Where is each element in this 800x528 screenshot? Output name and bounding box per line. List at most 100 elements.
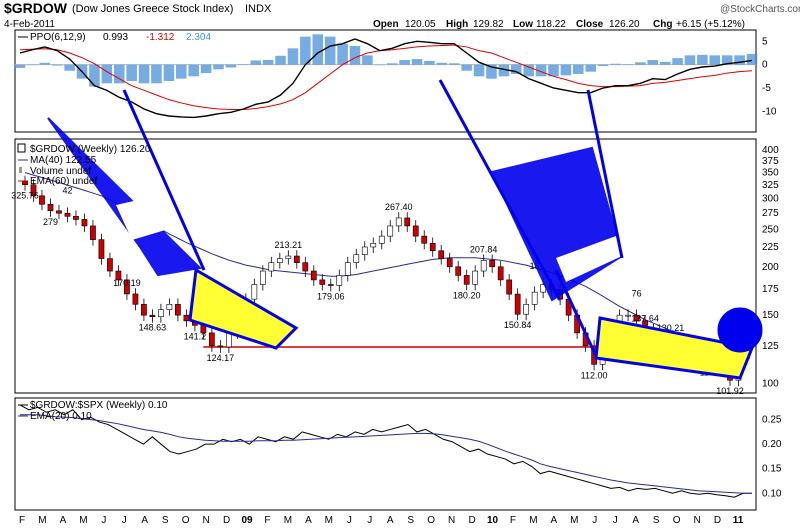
x-axis-month-label: O xyxy=(182,515,190,526)
histogram-bar xyxy=(548,64,559,77)
candle-body xyxy=(209,332,215,347)
histogram-bar xyxy=(448,63,460,65)
price-axis-tick-label: 200 xyxy=(762,262,779,273)
channel-1-gap xyxy=(116,195,172,240)
ratio-axis-tick-label: 0.25 xyxy=(762,415,782,426)
x-axis-month-label: M xyxy=(284,515,292,526)
price-axis-tick-label: 100 xyxy=(762,378,779,389)
trendline-3 xyxy=(586,89,624,259)
candle-body xyxy=(302,262,309,272)
watermark: @StockCharts.com xyxy=(720,4,800,15)
histogram-bar xyxy=(746,53,758,65)
candle-body xyxy=(30,184,37,197)
candle-body xyxy=(158,309,164,318)
change-value: +6.15 (+5.12%) xyxy=(676,19,745,30)
histogram-bar xyxy=(27,64,38,66)
histogram-bar xyxy=(200,64,212,74)
ratio-ema-line xyxy=(20,414,752,494)
x-axis-month-label: 10 xyxy=(487,515,499,526)
candle-body xyxy=(523,304,530,315)
price-label: 325.76 xyxy=(11,191,39,201)
histogram-bar xyxy=(386,63,398,65)
histogram-bar xyxy=(597,64,609,67)
histogram-bar xyxy=(287,48,299,65)
candle-body xyxy=(124,279,130,295)
price-label: 207.84 xyxy=(470,244,498,254)
histogram-bar xyxy=(113,64,125,84)
histogram-bar xyxy=(250,60,262,65)
x-axis-month-label: N xyxy=(693,515,700,526)
price-label: 148.63 xyxy=(139,323,167,333)
candle-body xyxy=(175,304,181,316)
candle-body xyxy=(293,255,300,263)
close-label: Close xyxy=(576,19,604,30)
ma-legend-label: MA(40) 122.55 xyxy=(30,155,97,166)
price-axis-tick-label: 300 xyxy=(762,194,779,205)
histogram-bar xyxy=(399,60,410,65)
histogram-bar xyxy=(337,43,348,65)
histogram-bar xyxy=(39,62,51,65)
price-label: 213.21 xyxy=(275,240,303,250)
x-axis-month-label: S xyxy=(653,515,660,526)
histogram-bar xyxy=(188,64,199,77)
price-label: 279 xyxy=(43,217,58,227)
chart-date: 4-Feb-2011 xyxy=(4,19,55,30)
high-label: High xyxy=(446,19,468,30)
histogram-bar xyxy=(126,64,137,81)
histogram-bar xyxy=(523,64,534,77)
volume-legend-swatch xyxy=(19,167,22,173)
candle-body xyxy=(107,258,113,272)
histogram-bar xyxy=(151,64,162,84)
x-axis-month-label: J xyxy=(122,515,127,526)
histogram-bar xyxy=(622,64,634,65)
histogram-bar xyxy=(510,64,522,74)
histogram-bar xyxy=(486,64,497,79)
histogram-bar xyxy=(138,64,150,84)
price-axis-tick-label: 150 xyxy=(762,310,779,321)
change-label: Chg xyxy=(653,19,672,30)
high-value: 129.82 xyxy=(473,19,504,30)
candle-body xyxy=(531,291,538,305)
candle-body xyxy=(387,225,394,237)
downtrend-channel-1 xyxy=(47,117,203,277)
histogram-bar xyxy=(734,55,745,65)
candle-body xyxy=(90,225,96,240)
candle-body xyxy=(353,254,360,263)
histogram-bar xyxy=(535,64,547,77)
price-axis-tick-label: 275 xyxy=(762,208,779,219)
candle-body xyxy=(438,250,445,259)
candle-body xyxy=(39,195,45,205)
histogram-bar xyxy=(51,64,63,66)
candle-body xyxy=(47,203,54,212)
consolidation-box-2 xyxy=(594,316,755,380)
ppo-legend-label: PPO(6,12,9) xyxy=(30,32,86,43)
histogram-bar xyxy=(225,64,237,68)
candle-body xyxy=(141,304,147,316)
histogram-bar xyxy=(14,64,26,68)
indicator-panel-frame xyxy=(14,29,757,133)
candle-body xyxy=(327,284,334,286)
histogram-bar xyxy=(101,64,113,84)
x-axis-month-label: A xyxy=(632,515,639,526)
x-axis-month-label: J xyxy=(101,515,106,526)
histogram-bar xyxy=(461,64,472,71)
ratio-axis-tick-label: 0.20 xyxy=(762,439,782,450)
ratio-legend: $GRDOW:$SPX (Weekly) 0.10 EMA(20) 0.10 xyxy=(18,400,168,422)
x-axis-month-label: A xyxy=(305,515,312,526)
candle-body xyxy=(412,225,419,237)
ratio-panel-frame xyxy=(14,397,757,511)
breakout-circle xyxy=(717,307,763,353)
x-axis-month-label: M xyxy=(570,515,578,526)
histogram-bar xyxy=(473,64,485,77)
histogram-bar xyxy=(498,64,510,77)
candle-body xyxy=(625,314,631,317)
histogram-bar xyxy=(262,60,274,65)
candle-body xyxy=(217,345,224,348)
price-legend: $GRDOW (Weekly) 126.20 MA(40) 122.55 Vol… xyxy=(17,143,151,187)
trendline-1 xyxy=(122,89,206,271)
price-label: 42 xyxy=(62,185,72,195)
histogram-bar xyxy=(411,59,423,65)
price-panel-frame xyxy=(14,138,757,394)
candle-body xyxy=(149,314,156,318)
candle-body xyxy=(421,235,428,244)
